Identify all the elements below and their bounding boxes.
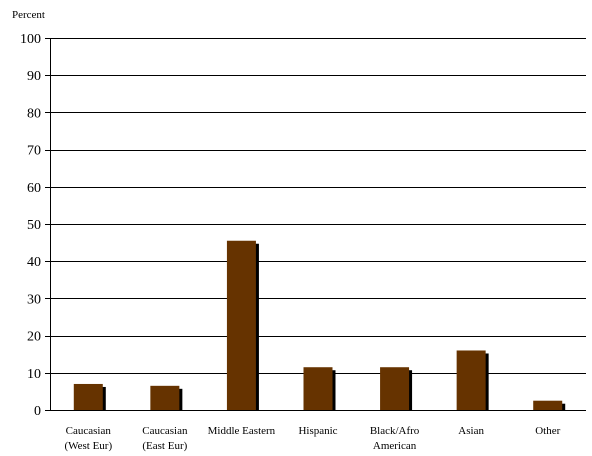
bar — [380, 367, 410, 410]
bars — [73, 240, 566, 410]
x-category-label: (West Eur) — [64, 440, 112, 452]
x-category-label: Hispanic — [298, 425, 337, 437]
gridlines — [50, 38, 586, 374]
x-category-labels: Caucasian (West Eur) Caucasian (East Eur) Mi… — [64, 425, 560, 452]
y-tick-label: 60 — [27, 181, 41, 196]
x-category-label: Black/Afro — [370, 425, 420, 437]
bar — [303, 367, 333, 410]
bar — [150, 385, 180, 410]
y-tick-labels: 0 10 20 30 40 50 60 70 80 90 100 — [20, 32, 41, 419]
x-category-label: Caucasian — [142, 425, 188, 437]
y-tick-label: 20 — [27, 330, 41, 345]
x-category-label: American — [373, 440, 417, 452]
bar — [533, 400, 563, 410]
axes — [45, 38, 586, 411]
bar — [73, 383, 103, 410]
x-category-label: Middle Eastern — [208, 425, 276, 437]
y-tick-label: 10 — [27, 367, 41, 382]
y-tick-label: 30 — [27, 292, 41, 307]
y-tick-label: 70 — [27, 144, 41, 159]
x-category-label: Asian — [458, 425, 484, 437]
bar — [226, 240, 256, 410]
y-tick-label: 100 — [20, 32, 41, 47]
bar — [456, 350, 486, 410]
y-axis-unit-label: Percent — [12, 9, 45, 21]
y-tick-label: 0 — [34, 404, 41, 419]
y-tick-label: 40 — [27, 255, 41, 270]
x-category-label: Caucasian — [66, 425, 112, 437]
x-category-label: Other — [535, 425, 560, 437]
x-category-label: (East Eur) — [142, 440, 187, 452]
y-tick-label: 90 — [27, 69, 41, 84]
y-tick-label: 80 — [27, 106, 41, 121]
y-tick-label: 50 — [27, 218, 41, 233]
